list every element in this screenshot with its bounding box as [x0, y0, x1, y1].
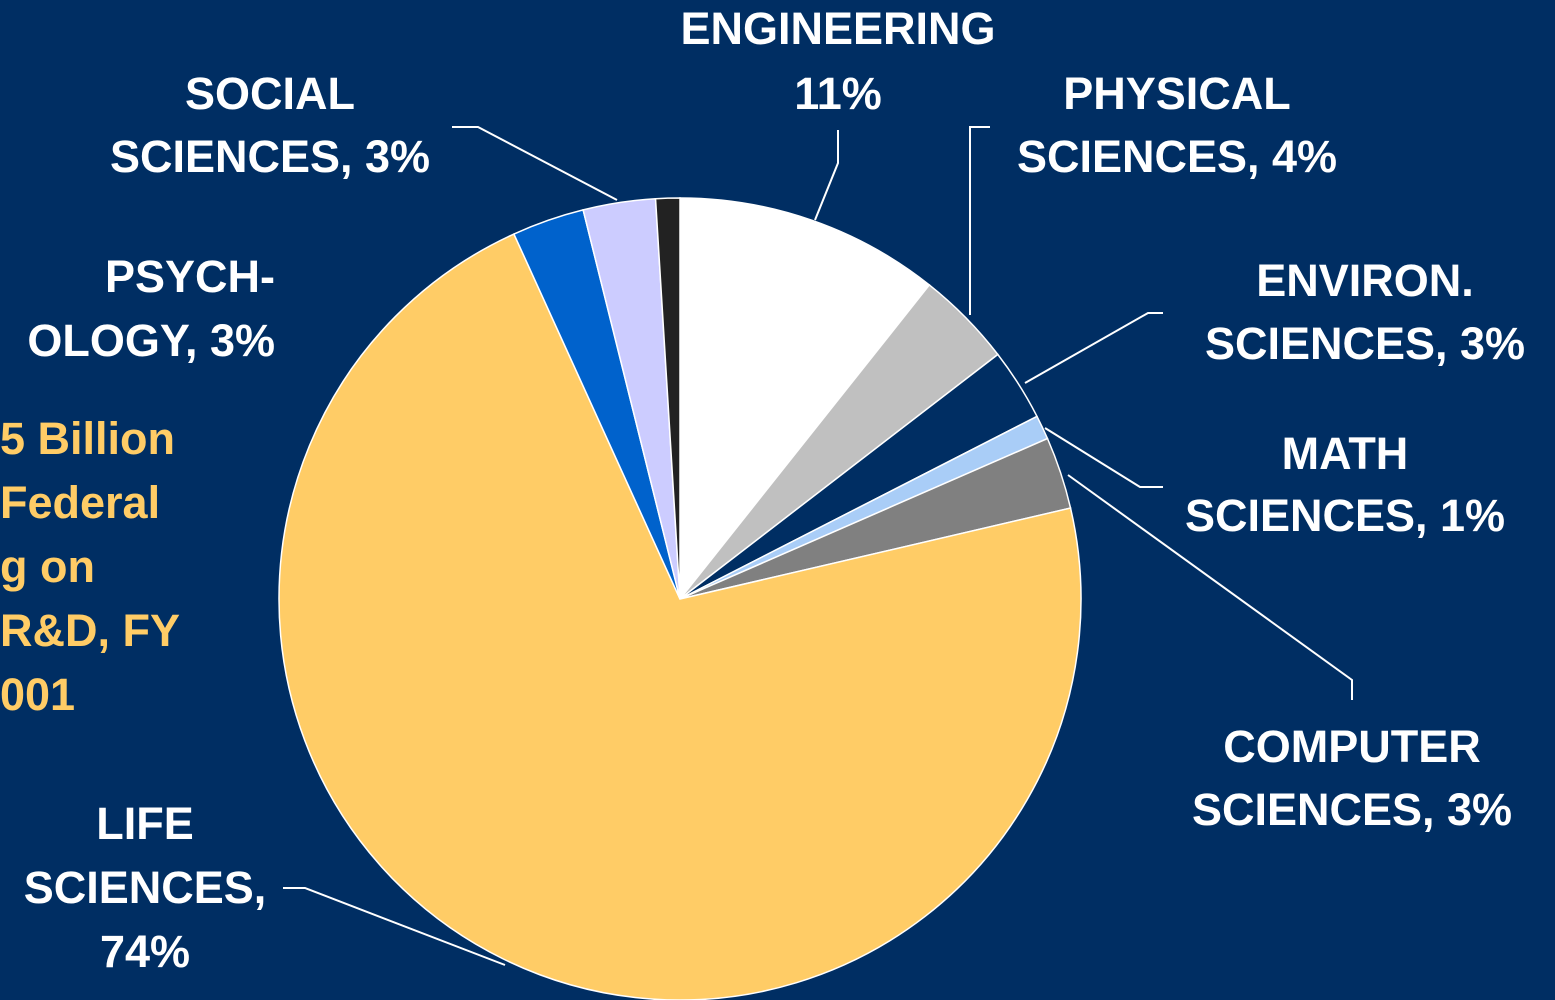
- leader-line: [814, 130, 839, 221]
- annotation: R&D, FY: [0, 605, 180, 656]
- pie-slice: [654, 197, 681, 600]
- leader-line: [452, 126, 618, 201]
- leader-line: [1024, 312, 1163, 384]
- pie: [278, 197, 1082, 1000]
- slice-label: COMPUTER: [1223, 721, 1481, 772]
- slice-label: SCIENCES, 1%: [1185, 490, 1505, 541]
- annotation: 5 Billion: [0, 413, 175, 464]
- slice-label: MATH: [1282, 428, 1409, 479]
- slice-label: SCIENCES, 4%: [1017, 131, 1337, 182]
- leader-line: [969, 126, 990, 315]
- slice-label: 11%: [794, 68, 882, 119]
- slice-label: 74%: [100, 926, 190, 977]
- slice-label: SOCIAL: [185, 68, 355, 119]
- annotation: g on: [0, 541, 95, 592]
- slice-label: PHYSICAL: [1063, 68, 1291, 119]
- annotation: Federal: [0, 477, 160, 528]
- slice-label: OLOGY, 3%: [27, 315, 275, 366]
- leader-lines: [283, 126, 1353, 966]
- slice-label: SCIENCES,: [24, 862, 267, 913]
- slice-label: ENGINEERING: [680, 3, 995, 54]
- pie-slice: [278, 233, 1082, 1000]
- slice-label: PSYCH-: [105, 251, 275, 302]
- leader-line: [1044, 427, 1163, 488]
- slice-label: LIFE: [96, 798, 194, 849]
- annotation: 001: [0, 669, 75, 720]
- leader-line: [1067, 474, 1353, 700]
- pie-slice: [679, 197, 931, 602]
- slice-label: SCIENCES, 3%: [110, 131, 430, 182]
- leader-line: [283, 887, 506, 966]
- slice-label: SCIENCES, 3%: [1192, 784, 1512, 835]
- slice-label: ENVIRON.: [1256, 255, 1474, 306]
- slice-label: SCIENCES, 3%: [1205, 318, 1525, 369]
